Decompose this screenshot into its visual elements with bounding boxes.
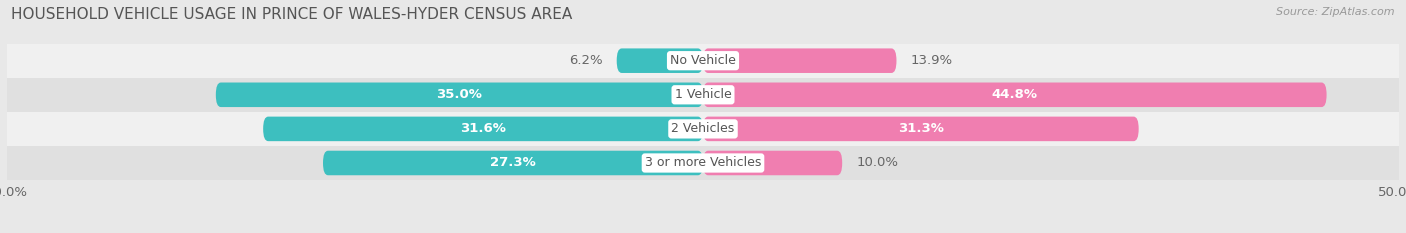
- FancyBboxPatch shape: [217, 82, 703, 107]
- Text: 10.0%: 10.0%: [856, 157, 898, 169]
- Text: Source: ZipAtlas.com: Source: ZipAtlas.com: [1277, 7, 1395, 17]
- Text: HOUSEHOLD VEHICLE USAGE IN PRINCE OF WALES-HYDER CENSUS AREA: HOUSEHOLD VEHICLE USAGE IN PRINCE OF WAL…: [11, 7, 572, 22]
- FancyBboxPatch shape: [617, 48, 703, 73]
- Text: 1 Vehicle: 1 Vehicle: [675, 88, 731, 101]
- Text: 27.3%: 27.3%: [491, 157, 536, 169]
- FancyBboxPatch shape: [703, 116, 1139, 141]
- Bar: [7, 146, 1399, 180]
- FancyBboxPatch shape: [323, 151, 703, 175]
- FancyBboxPatch shape: [703, 48, 897, 73]
- Text: 3 or more Vehicles: 3 or more Vehicles: [645, 157, 761, 169]
- Text: 31.3%: 31.3%: [898, 122, 943, 135]
- FancyBboxPatch shape: [703, 82, 1327, 107]
- Bar: [7, 44, 1399, 78]
- Bar: [7, 78, 1399, 112]
- FancyBboxPatch shape: [263, 116, 703, 141]
- Text: 6.2%: 6.2%: [569, 54, 603, 67]
- Bar: [7, 112, 1399, 146]
- Text: 13.9%: 13.9%: [911, 54, 952, 67]
- Text: 2 Vehicles: 2 Vehicles: [672, 122, 734, 135]
- Text: 35.0%: 35.0%: [436, 88, 482, 101]
- Text: No Vehicle: No Vehicle: [671, 54, 735, 67]
- Text: 44.8%: 44.8%: [991, 88, 1038, 101]
- Text: 31.6%: 31.6%: [460, 122, 506, 135]
- FancyBboxPatch shape: [703, 151, 842, 175]
